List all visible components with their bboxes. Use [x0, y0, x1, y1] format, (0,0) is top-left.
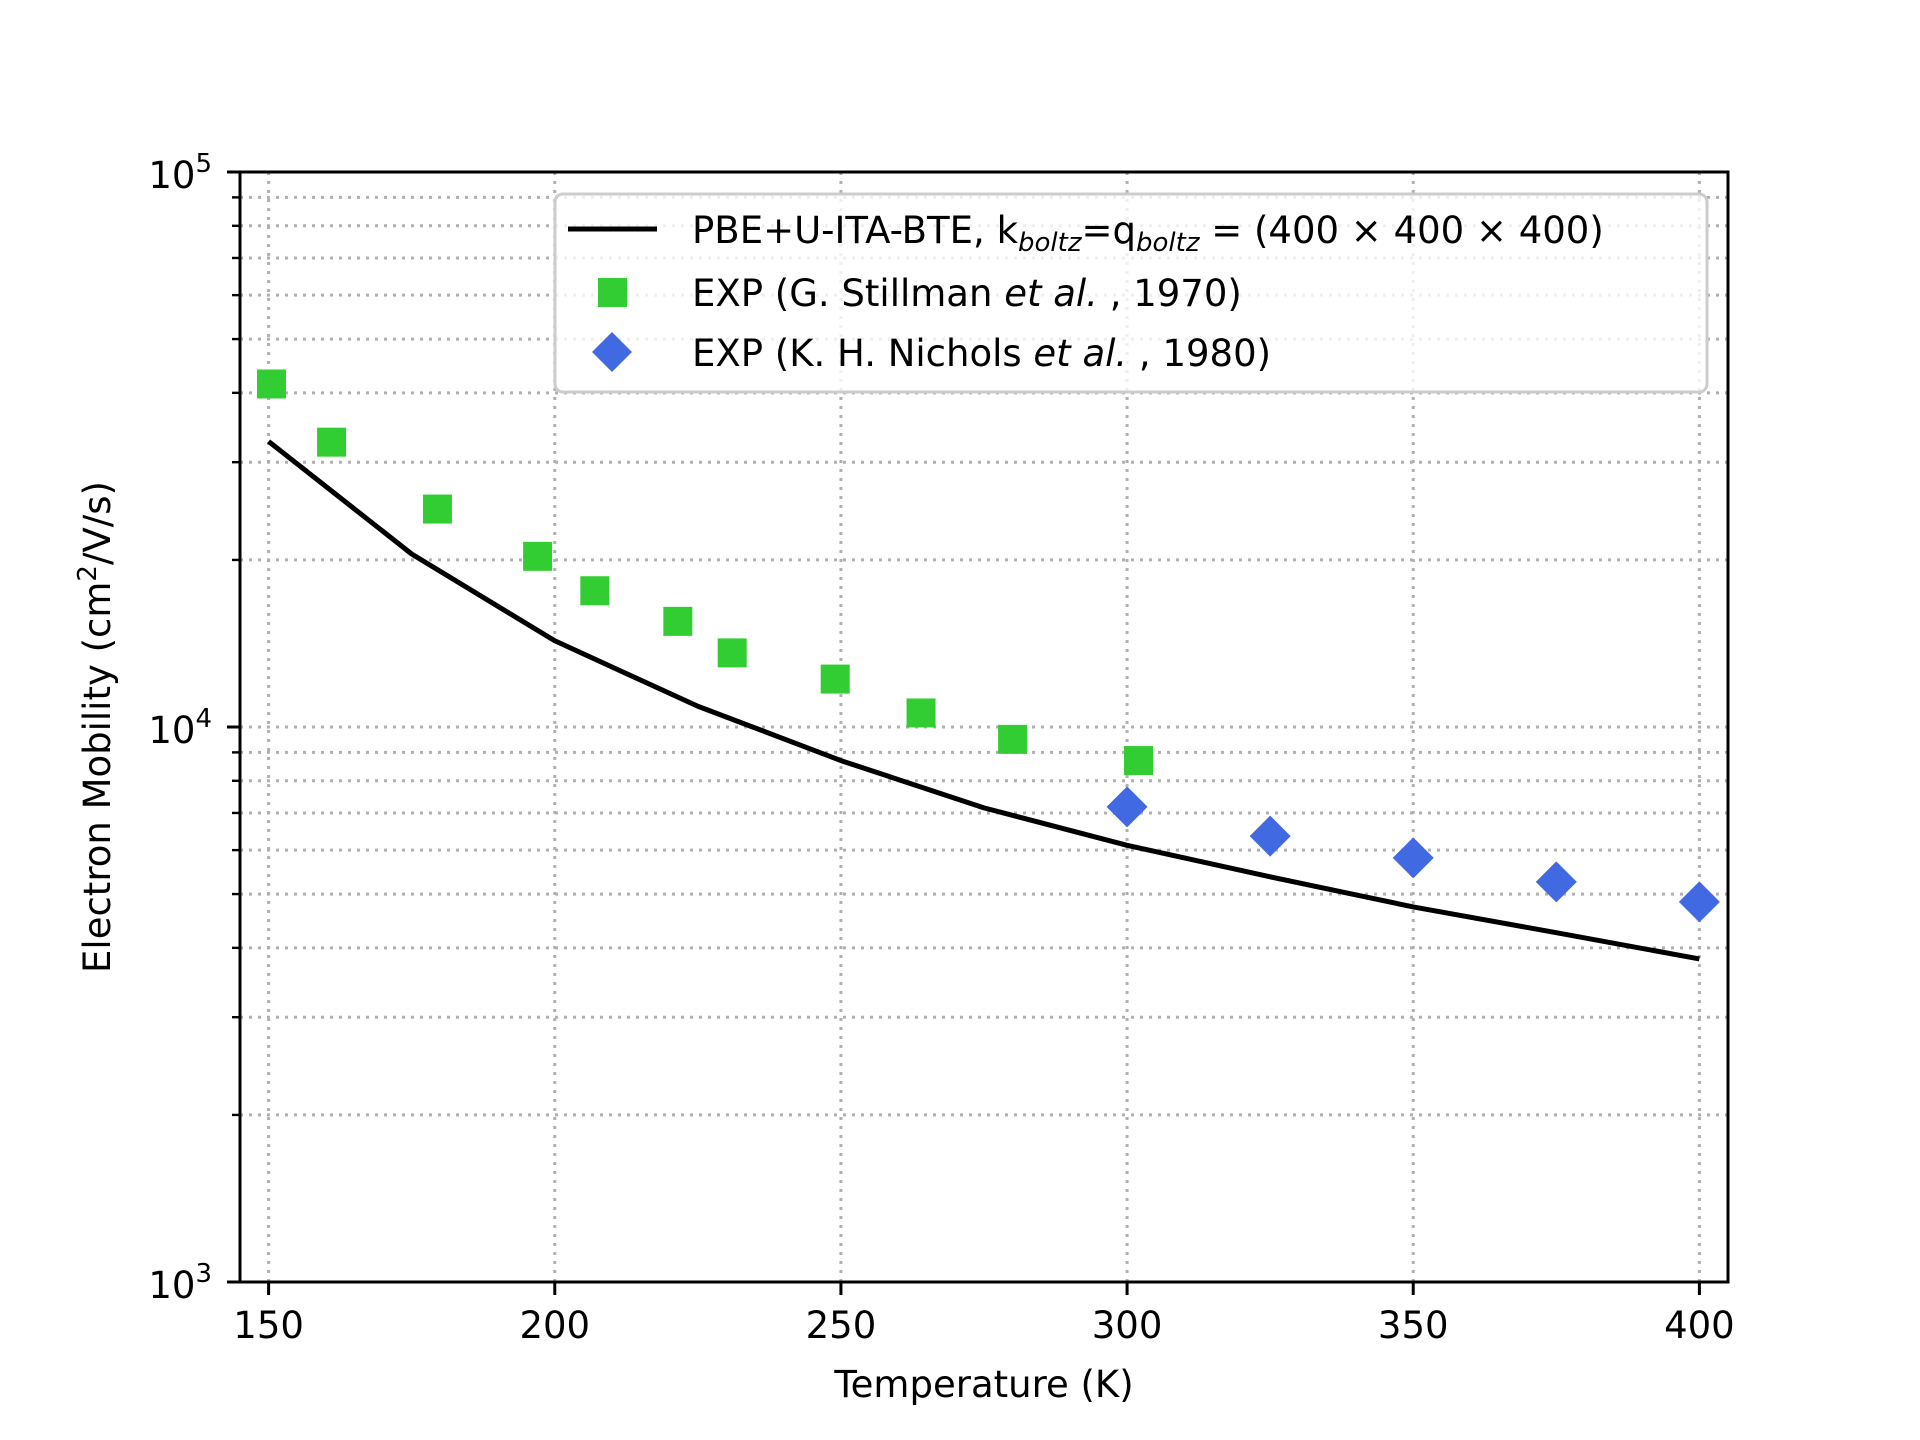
y-tick-base: 10: [148, 154, 195, 197]
legend-label-text: , 1970): [1098, 272, 1242, 315]
data-point-square: [422, 494, 452, 524]
y-axis-label-tail: /V/s): [76, 481, 119, 565]
legend-label-subscript: boltz: [1136, 228, 1201, 258]
data-point-square: [998, 724, 1028, 754]
series-nichols-markers: [1106, 786, 1720, 923]
x-tick-label: 350: [1378, 1304, 1449, 1347]
data-point-diamond: [1249, 815, 1291, 857]
legend-label-subscript: boltz: [1018, 228, 1083, 258]
legend-label-text: PBE+U-ITA-BTE, k: [692, 209, 1019, 252]
y-tick-exponent: 5: [195, 149, 212, 179]
data-point-diamond: [1392, 837, 1434, 879]
legend-box: [553, 192, 1709, 394]
y-tick-base: 10: [148, 709, 195, 752]
x-tick-label: 150: [233, 1304, 304, 1347]
legend-diamond-marker: [592, 332, 632, 372]
data-point-diamond: [1106, 786, 1148, 828]
legend-label-text: EXP (K. H. Nichols: [692, 332, 1033, 375]
legend: PBE+U-ITA-BTE, kboltz=qboltz = (400 × 40…: [553, 192, 1709, 394]
y-tick-label: 103: [148, 1259, 212, 1307]
y-axis-label-main: Electron Mobility (cm: [76, 582, 119, 973]
y-axis-ticks: [227, 170, 240, 1284]
x-axis-label: Temperature (K): [833, 1363, 1133, 1406]
legend-label-text: , 1980): [1127, 332, 1271, 375]
y-tick-label: 104: [148, 704, 212, 752]
y-tick-labels: 103 104 105: [148, 149, 212, 1307]
x-tick-label: 200: [519, 1304, 590, 1347]
data-point-square: [256, 369, 286, 399]
legend-label-pbe: PBE+U-ITA-BTE, kboltz=qboltz = (400 × 40…: [692, 209, 1604, 258]
y-tick-exponent: 3: [195, 1259, 212, 1289]
series-stillman-markers: [256, 369, 1154, 776]
series-pbe-line: [267, 439, 1700, 962]
y-tick-label: 105: [148, 149, 212, 197]
series-line-path: [267, 439, 1700, 962]
legend-label-text: EXP (G. Stillman: [692, 272, 1004, 315]
data-point-square: [663, 606, 693, 636]
x-tick-labels: 150 200 250 300 350 400: [233, 1304, 1734, 1347]
y-tick-base: 10: [148, 1264, 195, 1307]
x-axis-ticks: [267, 1282, 1701, 1295]
legend-label-text: =q: [1081, 209, 1136, 252]
x-tick-label: 250: [806, 1304, 877, 1347]
legend-label-stillman: EXP (G. Stillman et al. , 1970): [692, 272, 1242, 315]
x-tick-label: 300: [1092, 1304, 1163, 1347]
legend-label-nichols: EXP (K. H. Nichols et al. , 1980): [692, 332, 1271, 375]
x-tick-label: 400: [1664, 1304, 1735, 1347]
y-tick-exponent: 4: [195, 704, 212, 734]
data-point-diamond: [1678, 881, 1720, 923]
legend-label-italic: et al.: [1004, 272, 1098, 315]
data-point-diamond: [1535, 861, 1577, 903]
data-point-square: [523, 541, 553, 571]
data-point-square: [820, 664, 850, 694]
data-point-square: [317, 427, 347, 457]
legend-label-text: = (400 × 400 × 400): [1199, 209, 1603, 252]
y-axis-label: Electron Mobility (cm2/V/s): [73, 481, 119, 973]
data-point-square: [1124, 746, 1154, 776]
data-point-square: [580, 576, 610, 606]
data-point-square: [717, 638, 747, 668]
data-point-square: [906, 698, 936, 728]
y-axis-label-superscript: 2: [73, 565, 103, 582]
legend-label-italic: et al.: [1033, 332, 1127, 375]
legend-square-marker: [598, 278, 627, 307]
